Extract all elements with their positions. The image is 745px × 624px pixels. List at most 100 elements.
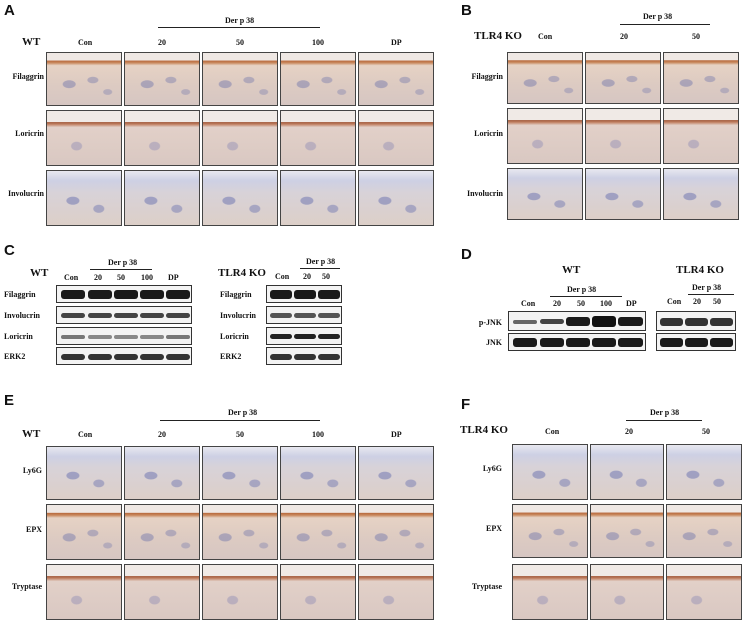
- panel-c-ko-treatment-bar: [300, 268, 340, 269]
- panel-a-col-50: 50: [236, 38, 244, 47]
- panel-e-col-50: 50: [236, 430, 244, 439]
- micrograph: [124, 170, 200, 226]
- panel-f-letter: F: [461, 396, 471, 413]
- micrograph: [666, 444, 742, 500]
- panel-d-wt-col: 100: [600, 299, 612, 308]
- panel-a-letter: A: [4, 2, 15, 19]
- panel-c-wt-treatment-bar: [90, 269, 152, 270]
- panel-c-wt-row: Loricrin: [4, 332, 33, 341]
- micrograph: [124, 110, 200, 166]
- micrograph: [663, 168, 739, 220]
- panel-b-treatment-bar: [620, 24, 710, 25]
- panel-d-letter: D: [461, 246, 472, 263]
- panel-d-ko-col: 50: [713, 297, 721, 306]
- panel-c-ko-col: 20: [303, 272, 311, 281]
- panel-e-row-tryptase: Tryptase: [11, 582, 42, 591]
- panel-d-ko-col: 20: [693, 297, 701, 306]
- panel-b-group: TLR4 KO: [474, 30, 522, 42]
- micrograph: [46, 446, 122, 500]
- panel-e-col-20: 20: [158, 430, 166, 439]
- micrograph: [202, 110, 278, 166]
- micrograph: [358, 52, 434, 106]
- panel-f-col-con: Con: [545, 427, 560, 436]
- western-blot: [56, 306, 192, 324]
- panel-c-wt-col: Con: [64, 273, 79, 282]
- panel-a-treatment-bar: [158, 27, 320, 28]
- panel-a-row-involucrin: Involucrin: [7, 189, 44, 198]
- micrograph: [280, 110, 356, 166]
- micrograph: [512, 444, 588, 500]
- micrograph: [46, 564, 122, 620]
- micrograph: [46, 52, 122, 106]
- panel-d-wt-col: 20: [553, 299, 561, 308]
- panel-d-wt-treatment-bar: [550, 296, 622, 297]
- micrograph: [280, 564, 356, 620]
- panel-e-treatment: Der p 38: [228, 408, 258, 417]
- panel-a-col-dp: DP: [391, 38, 402, 47]
- micrograph: [585, 108, 661, 164]
- panel-b-col-20: 20: [620, 32, 628, 41]
- panel-c-wt-col: 100: [141, 273, 153, 282]
- micrograph: [590, 504, 664, 558]
- panel-c-ko-col: 50: [322, 272, 330, 281]
- panel-c-wt-row: ERK2: [4, 352, 26, 361]
- panel-d-ko-col: Con: [667, 297, 682, 306]
- micrograph: [124, 52, 200, 106]
- panel-e-row-epx: EPX: [26, 525, 42, 534]
- panel-c-wt-col: DP: [168, 273, 179, 282]
- micrograph: [358, 110, 434, 166]
- micrograph: [46, 504, 122, 560]
- panel-b-letter: B: [461, 2, 472, 19]
- micrograph: [358, 446, 434, 500]
- panel-a-col-con: Con: [78, 38, 93, 47]
- panel-e-group: WT: [22, 428, 41, 440]
- panel-e-letter: E: [4, 392, 15, 409]
- panel-d-wt-treatment: Der p 38: [567, 285, 597, 294]
- panel-c-wt-col: 50: [117, 273, 125, 282]
- panel-d-wt-group: WT: [562, 264, 581, 276]
- panel-d-ko-treatment: Der p 38: [692, 283, 722, 292]
- western-blot: [656, 311, 736, 331]
- micrograph: [590, 564, 664, 620]
- micrograph: [585, 52, 661, 104]
- panel-f-treatment-bar: [626, 420, 702, 421]
- micrograph: [507, 52, 583, 104]
- panel-b-row-filaggrin: Filaggrin: [471, 72, 503, 81]
- micrograph: [512, 504, 588, 558]
- micrograph: [202, 564, 278, 620]
- micrograph: [358, 170, 434, 226]
- panel-b-col-con: Con: [538, 32, 553, 41]
- panel-c-ko-treatment: Der p 38: [306, 257, 336, 266]
- micrograph: [124, 446, 200, 500]
- western-blot: [266, 327, 342, 345]
- panel-c-ko-row: Loricrin: [220, 332, 249, 341]
- panel-c-ko-row: Filaggrin: [220, 290, 252, 299]
- panel-b-row-involucrin: Involucrin: [466, 189, 503, 198]
- panel-e-col-100: 100: [312, 430, 324, 439]
- micrograph: [663, 52, 739, 104]
- micrograph: [507, 108, 583, 164]
- panel-d-wt-col: 50: [577, 299, 585, 308]
- panel-f-row-ly6g: Ly6G: [482, 464, 502, 473]
- micrograph: [585, 168, 661, 220]
- panel-f-col-20: 20: [625, 427, 633, 436]
- micrograph: [666, 564, 742, 620]
- western-blot: [266, 306, 342, 324]
- panel-e-col-dp: DP: [391, 430, 402, 439]
- panel-f-row-tryptase: Tryptase: [471, 582, 502, 591]
- panel-a-row-loricrin: Loricrin: [15, 129, 44, 138]
- panel-e-col-con: Con: [78, 430, 93, 439]
- panel-c-wt-group: WT: [30, 267, 49, 279]
- panel-a-group: WT: [22, 36, 41, 48]
- panel-d-row: JNK: [486, 338, 502, 347]
- panel-f-col-50: 50: [702, 427, 710, 436]
- micrograph: [124, 564, 200, 620]
- panel-d-ko-treatment-bar: [688, 294, 734, 295]
- micrograph: [280, 170, 356, 226]
- panel-d-wt-col: DP: [626, 299, 637, 308]
- panel-f-treatment: Der p 38: [650, 408, 680, 417]
- panel-b-row-loricrin: Loricrin: [474, 129, 503, 138]
- panel-c-wt-col: 20: [94, 273, 102, 282]
- panel-a-treatment: Der p 38: [225, 16, 255, 25]
- panel-a-row-filaggrin: Filaggrin: [12, 72, 44, 81]
